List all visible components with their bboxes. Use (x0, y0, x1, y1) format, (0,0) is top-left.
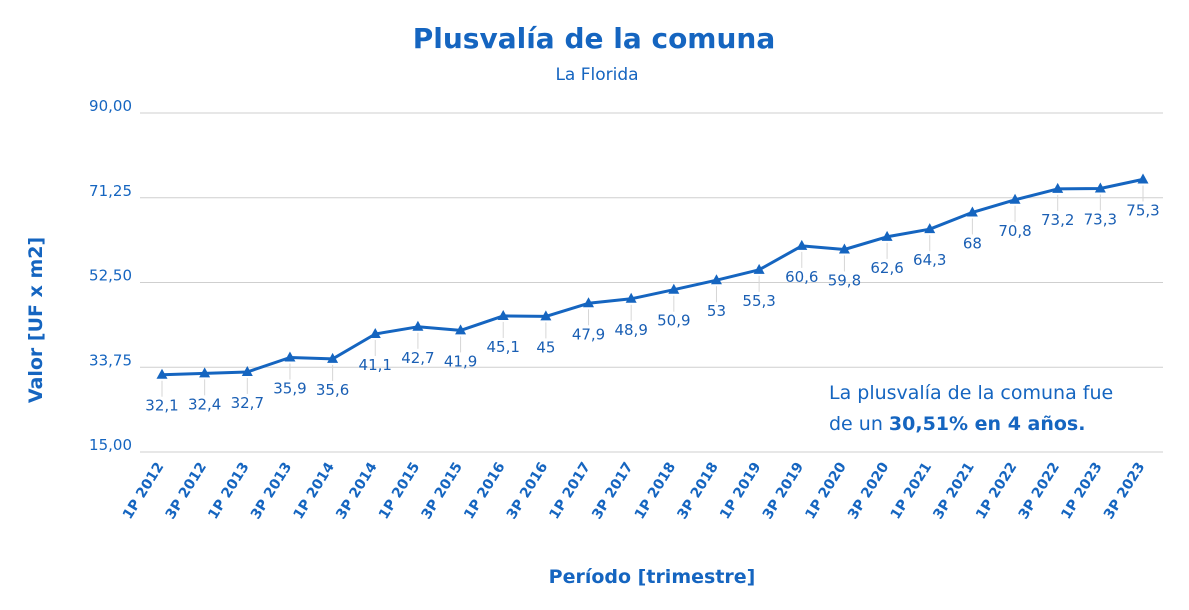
data-point-marker (796, 239, 808, 250)
x-tick-label: 3P 2013 (248, 460, 295, 523)
data-point-marker (1052, 182, 1064, 193)
data-label: 42,7 (401, 349, 434, 367)
y-tick-label: 71,25 (89, 182, 132, 200)
data-point-marker (1137, 173, 1149, 184)
y-tick-label: 33,75 (89, 351, 132, 369)
series-line (160, 177, 1145, 377)
data-label: 70,8 (998, 222, 1031, 240)
y-tick-label: 15,00 (89, 436, 132, 454)
x-tick-label: 3P 2022 (1016, 460, 1063, 523)
data-point-marker (838, 243, 850, 254)
x-tick-label: 1P 2014 (291, 459, 339, 522)
data-label: 32,7 (231, 394, 264, 412)
x-tick-label: 1P 2018 (632, 460, 679, 523)
data-point-marker (924, 223, 936, 234)
data-point-marker (327, 352, 339, 363)
data-label: 68 (963, 234, 982, 252)
data-label: 73,2 (1041, 211, 1074, 229)
data-label-leaders (161, 185, 1144, 397)
data-point-marker (710, 274, 722, 285)
data-label: 60,6 (785, 268, 818, 286)
x-tick-label: 3P 2021 (930, 460, 977, 523)
data-label: 45,1 (487, 338, 520, 356)
data-point-marker (1009, 193, 1021, 204)
x-tick-label: 3P 2018 (674, 460, 721, 523)
x-tick-label: 3P 2019 (760, 460, 807, 523)
data-point-marker (966, 206, 978, 217)
y-axis-label: Valor [UF x m2] (25, 237, 47, 403)
data-label: 35,9 (273, 380, 306, 398)
x-tick-label: 3P 2017 (589, 460, 636, 523)
data-label: 35,6 (316, 381, 349, 399)
annotation-highlight: 30,51% en 4 años. (889, 413, 1086, 435)
x-tick-label: 1P 2013 (205, 460, 252, 523)
y-tick-label: 52,50 (89, 267, 132, 285)
data-label: 59,8 (828, 272, 861, 290)
x-tick-label: 1P 2022 (973, 460, 1020, 523)
x-tick-label: 3P 2020 (845, 459, 893, 522)
annotation-prefix: de un (829, 413, 889, 435)
data-point-marker (583, 297, 595, 308)
gridlines (140, 112, 1163, 453)
data-point-marker (284, 351, 296, 362)
data-labels: 32,1 32,4 32,7 35,9 35,6 41,1 42,7 41,9 45,1 45 47… (145, 201, 1159, 414)
x-tick-label: 1P 2019 (717, 460, 764, 523)
x-tick-label: 1P 2017 (547, 460, 594, 523)
data-point-marker (412, 320, 424, 331)
series-layer (156, 173, 1149, 379)
x-tick-label: 1P 2020 (802, 459, 850, 522)
x-tick-label: 1P 2015 (376, 460, 423, 523)
annotation-line-1: La plusvalía de la comuna fue (829, 382, 1113, 404)
y-tick-label: 90,00 (89, 97, 132, 115)
data-label: 32,1 (145, 397, 178, 415)
chart-title: Plusvalía de la comuna (413, 22, 776, 55)
data-point-marker (241, 365, 253, 376)
x-tick-label: 3P 2016 (504, 460, 551, 523)
data-point-marker (199, 367, 211, 378)
data-point-marker (881, 230, 893, 241)
data-label: 47,9 (572, 325, 605, 343)
x-axis-label: Período [trimestre] (549, 566, 756, 588)
data-point-marker (753, 263, 765, 274)
data-point-marker (369, 328, 381, 339)
data-label: 45 (536, 338, 555, 356)
data-label: 62,6 (870, 259, 903, 277)
data-label: 32,4 (188, 395, 221, 413)
data-point-marker (1094, 182, 1106, 193)
data-point-marker (156, 368, 168, 379)
x-tick-label: 1P 2016 (461, 460, 508, 523)
x-tick-label: 3P 2015 (419, 460, 466, 523)
chart-subtitle: La Florida (555, 65, 638, 85)
x-tick-label: 1P 2012 (120, 460, 167, 523)
data-label: 55,3 (742, 292, 775, 310)
data-label: 41,9 (444, 352, 477, 370)
data-label: 64,3 (913, 251, 946, 269)
x-tick-label: 3P 2023 (1101, 460, 1148, 523)
data-point-marker (625, 292, 637, 303)
data-point-marker (540, 310, 552, 321)
data-label: 75,3 (1126, 201, 1159, 219)
data-label: 50,9 (657, 312, 690, 330)
data-point-marker (497, 309, 509, 320)
data-point-marker (455, 324, 467, 335)
data-point-marker (668, 283, 680, 294)
data-label: 48,9 (614, 321, 647, 339)
y-axis-ticks: 15,00 33,75 52,50 71,25 90,00 (89, 97, 132, 454)
x-tick-label: 1P 2023 (1058, 460, 1105, 523)
x-tick-label: 1P 2021 (888, 460, 935, 523)
annotation-line-2: de un 30,51% en 4 años. (829, 413, 1085, 435)
x-tick-label: 3P 2012 (163, 460, 210, 523)
data-label: 73,3 (1084, 210, 1117, 228)
data-label: 41,1 (359, 356, 392, 374)
data-label: 53 (707, 302, 726, 320)
x-tick-label: 3P 2014 (333, 459, 381, 522)
